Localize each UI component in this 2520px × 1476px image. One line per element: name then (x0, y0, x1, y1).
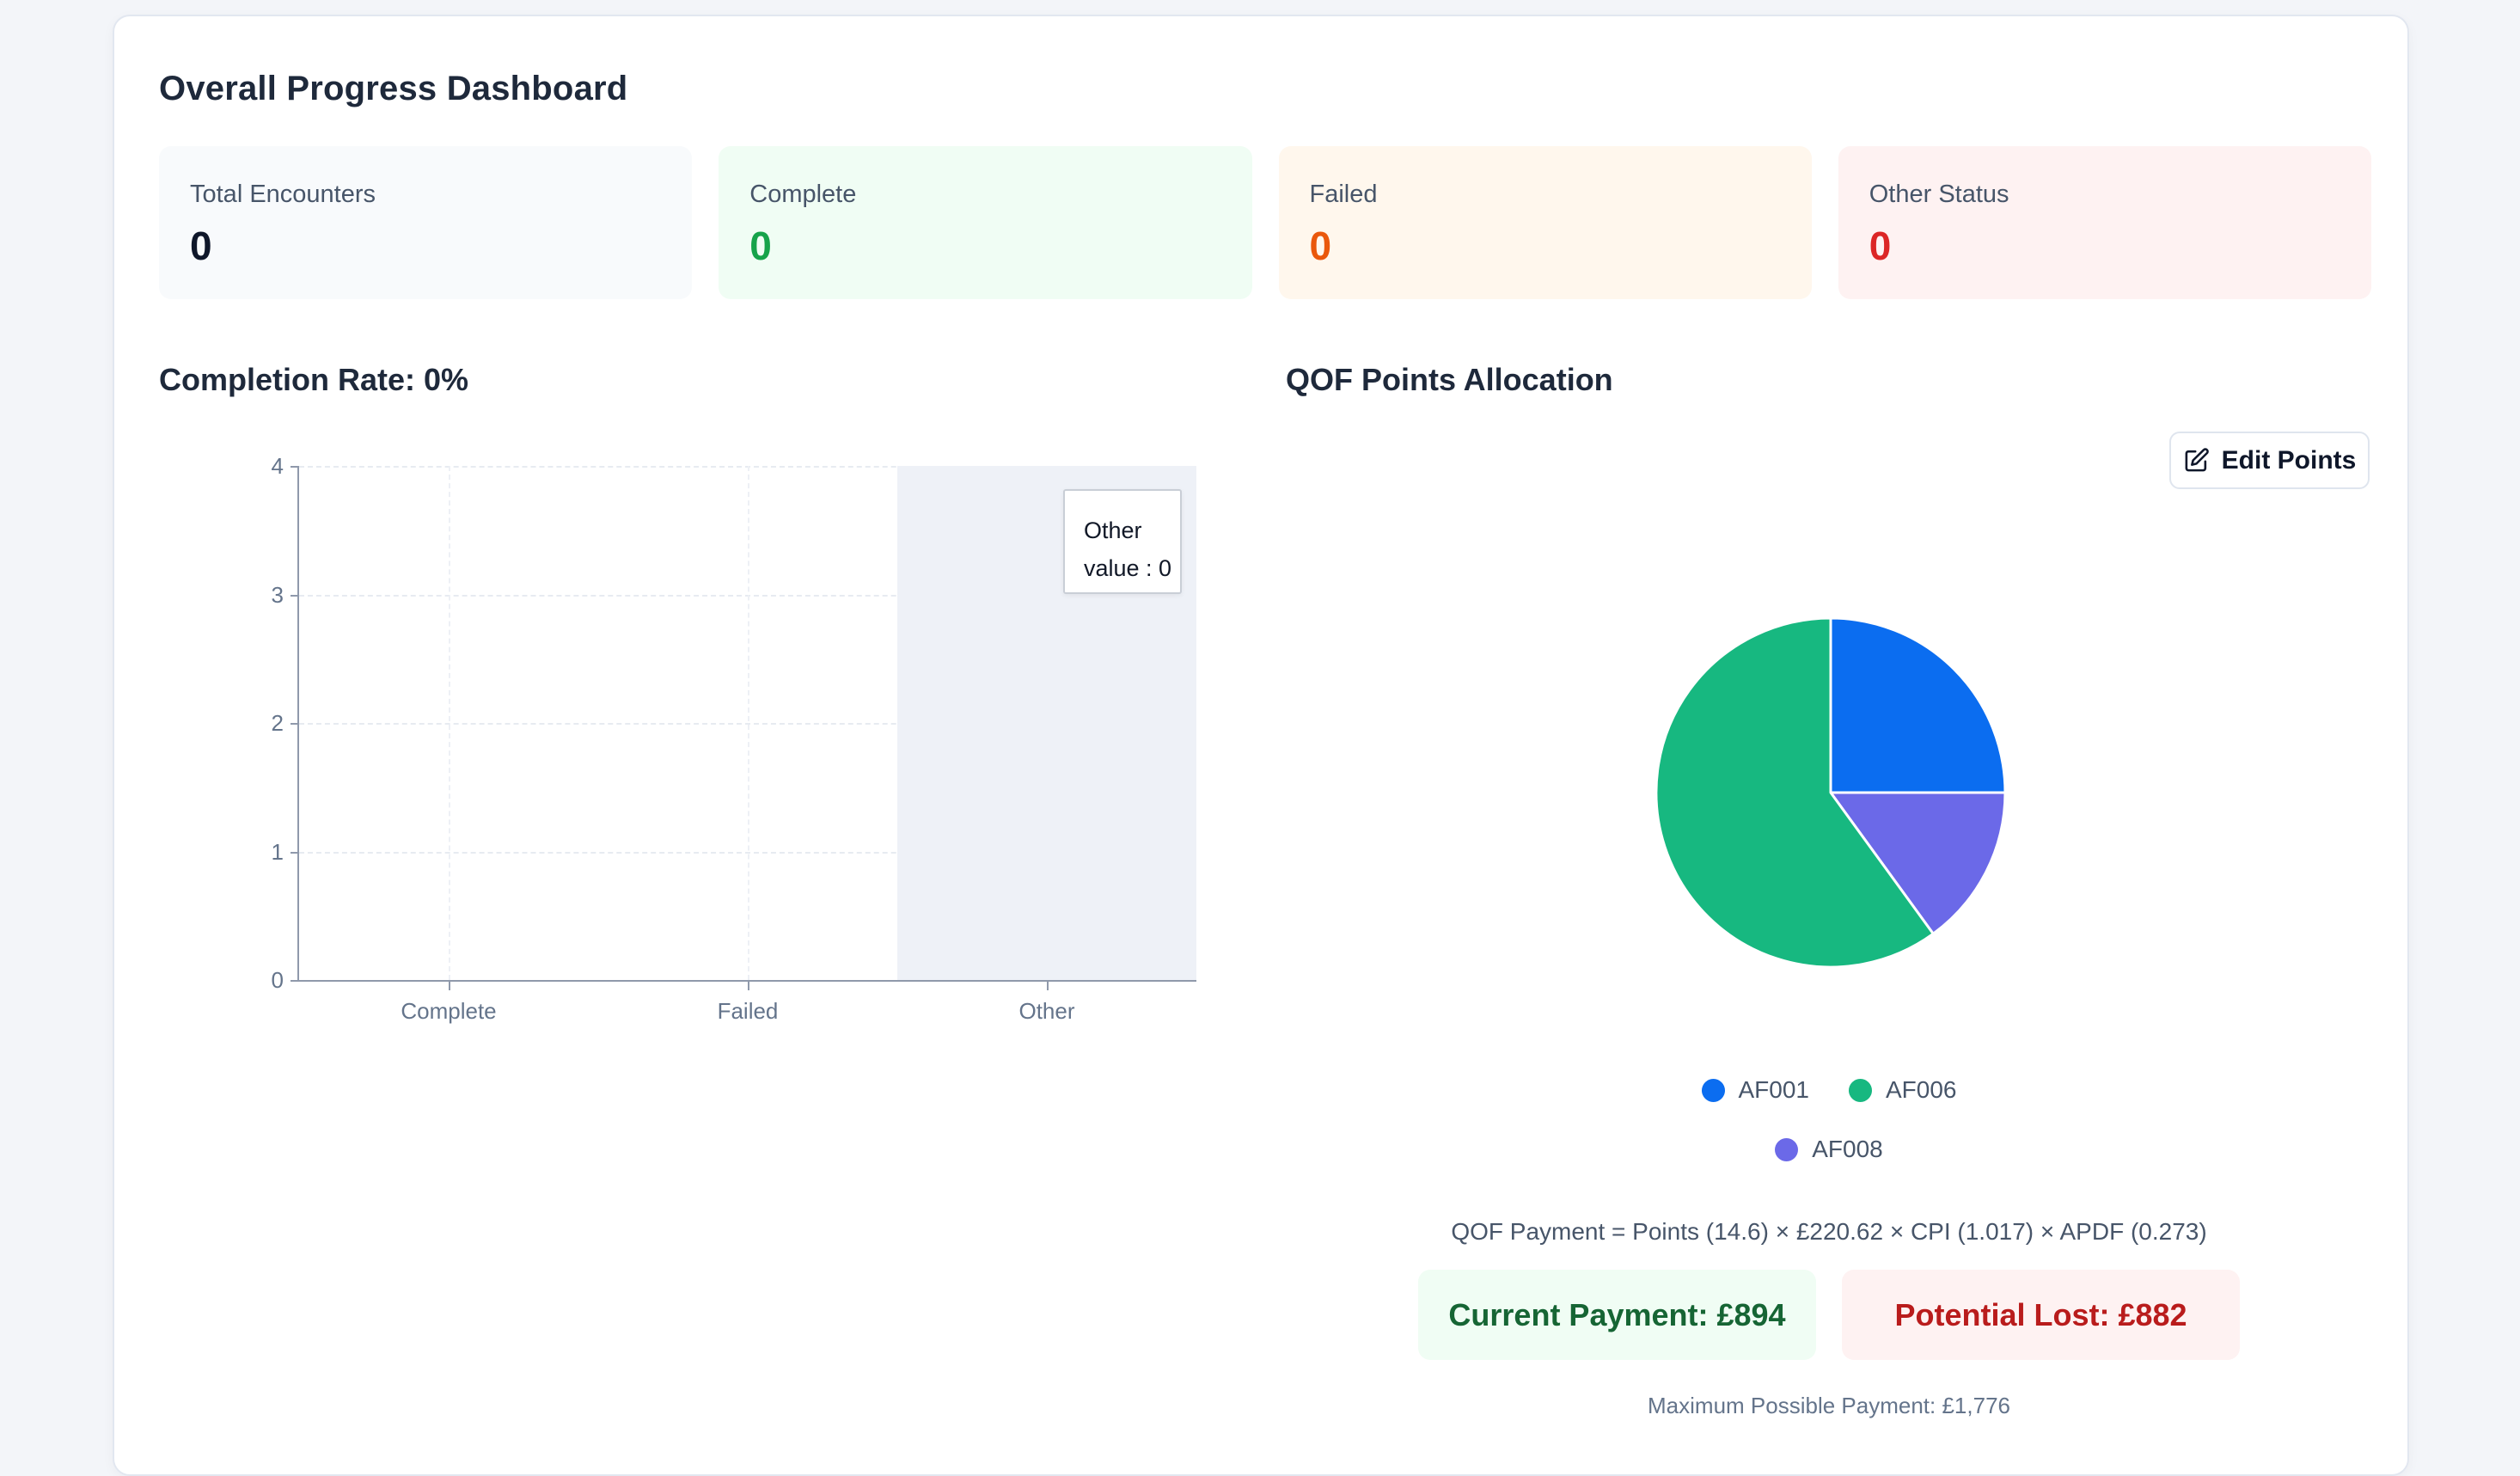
legend-dot-af001 (1701, 1078, 1725, 1102)
edit-points-button[interactable]: Edit Points (2169, 432, 2370, 489)
legend-label: AF001 (1738, 1076, 1810, 1103)
payments-row: Current Payment: £894 Potential Lost: £8… (1309, 1270, 2349, 1360)
stats-row: Total Encounters 0 Complete 0 Failed 0 O… (159, 146, 2371, 299)
qof-points-heading: QOF Points Allocation (1286, 362, 1613, 397)
y-tick-label: 1 (271, 838, 284, 865)
completion-bar-chart[interactable]: Other value : 0 4 3 2 1 0 Complete Faile… (272, 453, 1196, 1024)
current-payment-card: Current Payment: £894 (1418, 1270, 1816, 1360)
pie-slice-af008[interactable] (1829, 791, 2007, 935)
stat-card-complete: Complete 0 (719, 146, 1252, 299)
potential-lost-card: Potential Lost: £882 (1842, 1270, 2240, 1360)
legend-row: AF001 AF006 (1701, 1076, 1957, 1104)
y-tick-label: 0 (271, 967, 284, 993)
y-tick (291, 594, 299, 597)
qof-payment-formula: QOF Payment = Points (14.6) × £220.62 × … (1451, 1218, 2207, 1245)
stat-value: 0 (1309, 224, 1332, 268)
y-tick-label: 2 (271, 710, 284, 736)
tooltip-value: value : 0 (1084, 555, 1172, 581)
y-tick (291, 723, 299, 725)
legend-item-af001[interactable]: AF001 (1701, 1076, 1810, 1104)
gridline (748, 466, 749, 980)
stat-value: 0 (190, 224, 212, 268)
x-tick-label-complete: Complete (401, 998, 497, 1024)
bar-chart-plot-area[interactable]: Other value : 0 4 3 2 1 0 Complete Faile… (272, 453, 1196, 1024)
legend-item-af006[interactable]: AF006 (1849, 1076, 1957, 1104)
stat-card-total-encounters: Total Encounters 0 (159, 146, 693, 299)
y-tick (291, 980, 299, 982)
stat-label: Failed (1309, 181, 1378, 208)
stat-label: Total Encounters (190, 181, 376, 208)
dashboard-card: Overall Progress Dashboard Total Encount… (113, 15, 2409, 1476)
stat-card-failed: Failed 0 (1278, 146, 1812, 299)
stat-label: Other Status (1869, 181, 2009, 208)
legend-label: AF006 (1886, 1076, 1957, 1103)
x-tick (449, 980, 450, 990)
pie-legend: AF001 AF006 AF008 (1309, 1076, 2349, 1163)
page-title: Overall Progress Dashboard (159, 70, 628, 107)
stat-value: 0 (749, 224, 772, 268)
pie-slice-af001[interactable] (1829, 616, 2007, 794)
x-tick (1046, 980, 1049, 990)
y-tick-label: 3 (271, 581, 284, 608)
x-tick-label-failed: Failed (717, 998, 779, 1024)
y-tick-label: 4 (271, 453, 284, 479)
stat-label: Complete (749, 181, 857, 208)
max-payment-text: Maximum Possible Payment: £1,776 (1648, 1393, 2010, 1418)
y-tick (291, 851, 299, 854)
edit-pencil-icon (2185, 448, 2209, 472)
qof-pie-chart[interactable] (1650, 612, 2011, 973)
legend-dot-af006 (1849, 1078, 1872, 1102)
stat-value: 0 (1869, 224, 1892, 268)
legend-item-af008[interactable]: AF008 (1775, 1136, 1883, 1163)
x-tick (748, 980, 749, 990)
x-tick-label-other: Other (1018, 998, 1075, 1024)
chart-tooltip: Other value : 0 (1063, 489, 1182, 594)
y-tick (291, 466, 299, 468)
legend-dot-af008 (1775, 1137, 1799, 1161)
legend-label: AF008 (1812, 1136, 1883, 1162)
stat-card-other-status: Other Status 0 (1838, 146, 2371, 299)
pie-slice-af006[interactable] (1655, 616, 1935, 969)
tooltip-title: Other (1084, 518, 1142, 543)
gridline (449, 466, 450, 980)
edit-points-label: Edit Points (2221, 445, 2357, 475)
completion-rate-heading: Completion Rate: 0% (159, 362, 469, 397)
legend-row: AF008 (1775, 1136, 1883, 1163)
